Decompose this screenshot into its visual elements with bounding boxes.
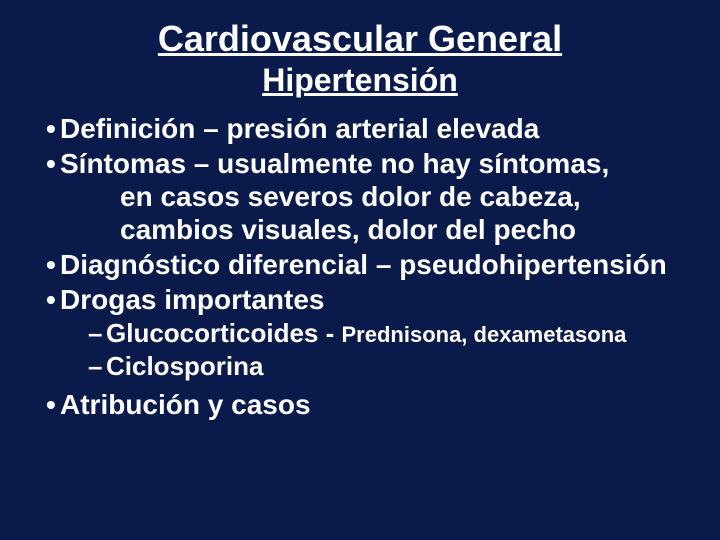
bullet-continuation: cambios visuales, dolor del pecho bbox=[60, 213, 692, 246]
bullet-text: Drogas importantes bbox=[60, 284, 325, 315]
bullet-text: Definición – presión arterial elevada bbox=[60, 113, 539, 144]
slide: Cardiovascular General Hipertensión Defi… bbox=[0, 0, 720, 540]
sub-bullet-text: Ciclosporina bbox=[106, 351, 263, 381]
slide-subtitle: Hipertensión bbox=[28, 62, 692, 100]
bullet-item: Síntomas – usualmente no hay síntomas, e… bbox=[46, 147, 692, 246]
sub-bullet-item: Ciclosporina bbox=[88, 351, 692, 382]
sub-bullet-text: Glucocorticoides - bbox=[106, 318, 342, 348]
bullet-item: Drogas importantes Glucocorticoides - Pr… bbox=[46, 283, 692, 381]
bullet-item: Atribución y casos bbox=[46, 388, 692, 421]
bullet-text: Atribución y casos bbox=[60, 389, 311, 420]
sub-bullet-item: Glucocorticoides - Prednisona, dexametas… bbox=[88, 318, 692, 349]
slide-title: Cardiovascular General bbox=[28, 18, 692, 60]
bullet-text: Diagnóstico diferencial – pseudohiperten… bbox=[60, 249, 667, 280]
bullet-list: Definición – presión arterial elevada Sí… bbox=[28, 112, 692, 421]
bullet-item: Diagnóstico diferencial – pseudohiperten… bbox=[46, 248, 692, 281]
sub-bullet-small: Prednisona, dexametasona bbox=[342, 322, 627, 347]
sub-bullet-list: Glucocorticoides - Prednisona, dexametas… bbox=[60, 318, 692, 381]
bullet-text: Síntomas – usualmente no hay síntomas, bbox=[60, 148, 609, 179]
bullet-item: Definición – presión arterial elevada bbox=[46, 112, 692, 145]
bullet-continuation: en casos severos dolor de cabeza, bbox=[60, 180, 692, 213]
